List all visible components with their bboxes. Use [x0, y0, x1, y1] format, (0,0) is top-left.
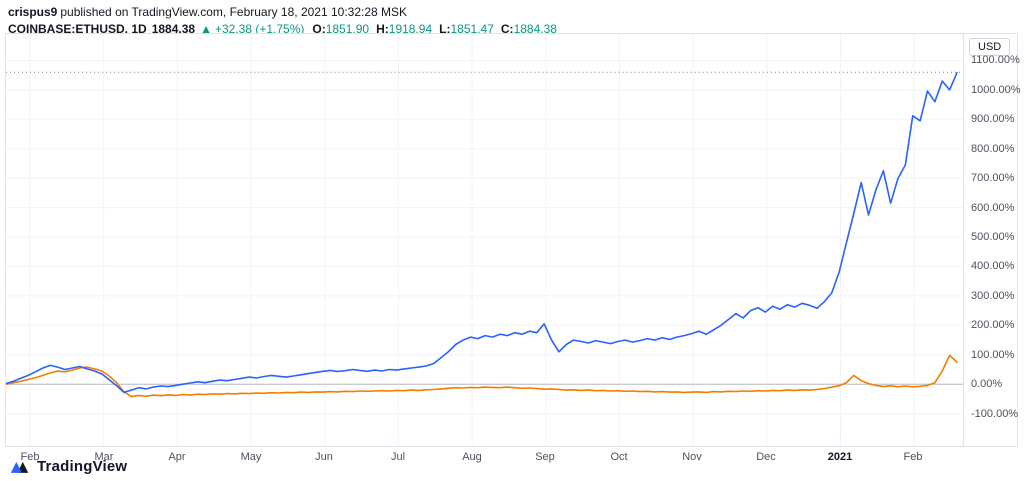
price-axis-label: 300.00%	[971, 290, 1015, 302]
high-value: 1918.94	[388, 22, 433, 36]
price-axis-label: 900.00%	[971, 113, 1015, 125]
high-label: H:	[376, 22, 389, 36]
chart-plot[interactable]	[6, 34, 963, 446]
time-axis-label: Oct	[610, 451, 628, 463]
time-axis-label: Jul	[390, 451, 406, 463]
time-axis-label: Mar	[94, 451, 114, 463]
tradingview-logo-icon[interactable]	[9, 459, 31, 474]
price-axis-label: 500.00%	[971, 231, 1015, 243]
last-price: 1884.38	[151, 22, 196, 36]
price-axis-label: 200.00%	[971, 319, 1015, 331]
price-axis-label: 100.00%	[971, 349, 1015, 361]
price-axis-label: 800.00%	[971, 143, 1015, 155]
price-axis-label: 0.00%	[971, 378, 1003, 390]
time-axis: Feb Mar Apr May Jun Jul Aug Sep Oct Nov Dec 2021 Feb	[6, 451, 1017, 465]
ohlc-close: C:1884.38	[501, 22, 557, 36]
ohlc-open: O:1851.90	[312, 22, 369, 36]
time-axis-label: Aug	[462, 451, 482, 463]
close-label: C:	[500, 22, 514, 36]
price-axis: USD 1100.00% 1000.00% 900.00% 800.00% 700.00…	[963, 34, 1021, 446]
low-label: L:	[439, 22, 451, 36]
low-value: 1851.47	[450, 22, 494, 36]
chart-canvas	[6, 34, 963, 446]
footer: TradingView	[9, 458, 127, 475]
price-axis-label: 1000.00%	[971, 84, 1021, 96]
price-axis-label: 600.00%	[971, 202, 1015, 214]
currency-toggle-button[interactable]: USD	[969, 38, 1011, 56]
time-axis-label: Jun	[315, 451, 333, 463]
time-axis-label: Sep	[535, 451, 555, 463]
ohlc-low: L:1851.47	[439, 22, 494, 36]
time-axis-label: Dec	[756, 451, 776, 463]
price-axis-label: -100.00%	[971, 408, 1019, 420]
symbol-info-bar: COINBASE:ETHUSD, 1D 1884.38 ▲ +32.38 (+1…	[8, 22, 564, 36]
open-label: O:	[312, 22, 326, 36]
chart-header: crispus9 published on TradingView.com, Fe…	[8, 5, 564, 36]
time-axis-label: Apr	[168, 451, 186, 463]
publish-details: published on TradingView.com, February 1…	[60, 5, 408, 19]
time-axis-label: May	[240, 451, 262, 463]
ohlc-high: H:1918.94	[376, 22, 432, 36]
chart-area: USD 1100.00% 1000.00% 900.00% 800.00% 700.00…	[5, 33, 1021, 447]
time-axis-label: Feb	[20, 451, 40, 463]
open-value: 1851.90	[325, 22, 370, 36]
price-axis-label: 400.00%	[971, 260, 1015, 272]
price-axis-label: 1100.00%	[971, 54, 1020, 66]
publish-info: crispus9 published on TradingView.com, Fe…	[8, 5, 564, 19]
time-axis-label: 2021	[827, 451, 853, 463]
symbol-name: COINBASE:ETHUSD, 1D	[8, 22, 147, 36]
time-axis-label: Feb	[903, 451, 923, 463]
tradingview-wordmark[interactable]: TradingView	[37, 458, 128, 475]
change-up-arrow-icon: ▲	[200, 22, 212, 36]
price-axis-label: 700.00%	[971, 172, 1015, 184]
close-value: 1884.38	[513, 22, 557, 36]
time-axis-label: Nov	[682, 451, 702, 463]
price-change: +32.38 (+1.75%)	[214, 22, 305, 36]
author-name: crispus9	[8, 5, 58, 19]
